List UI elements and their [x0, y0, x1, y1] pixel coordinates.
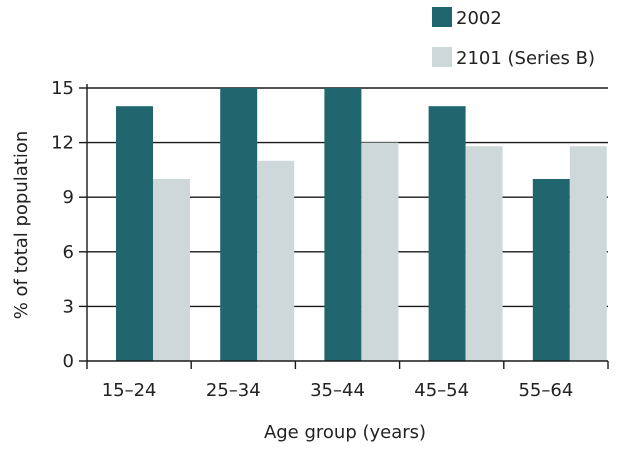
bar-series2	[465, 146, 503, 361]
bar-series2	[569, 146, 607, 361]
legend-label: 2101 (Series B)	[456, 48, 595, 69]
x-tick-label: 55–64	[518, 380, 573, 401]
legend-label: 2002	[456, 8, 502, 29]
x-tick-label: 15–24	[102, 380, 157, 401]
y-tick-label: 0	[63, 351, 74, 372]
x-tick-label: 45–54	[414, 380, 469, 401]
y-tick-label: 9	[63, 187, 74, 208]
bar-series2	[361, 142, 399, 361]
x-tick-label: 35–44	[310, 380, 365, 401]
bar-series	[116, 88, 607, 361]
x-tick-labels: 15–24 25–34 35–44 45–54 55–64	[102, 380, 574, 401]
chart-legend: 2002 2101 (Series B)	[432, 7, 595, 69]
x-tick-label: 25–34	[206, 380, 261, 401]
bar-series1	[324, 88, 362, 361]
bar-series2	[257, 160, 295, 361]
y-tick-label: 3	[63, 296, 74, 317]
y-tick-label: 15	[51, 78, 74, 99]
legend-swatch	[432, 7, 452, 27]
bar-series1	[116, 106, 153, 361]
y-tick-label: 12	[51, 133, 74, 154]
bar-series1	[532, 179, 570, 361]
y-tick-label: 6	[63, 242, 74, 263]
legend-swatch	[432, 47, 452, 67]
bar-series1	[428, 106, 466, 361]
chart-axes	[79, 84, 609, 369]
bar-series1	[220, 88, 258, 361]
bar-series2	[153, 179, 190, 361]
x-axis-title: Age group (years)	[264, 422, 426, 443]
y-tick-labels: 0 3 6 9 12 15	[51, 78, 74, 372]
y-axis-title: % of total population	[11, 131, 32, 320]
